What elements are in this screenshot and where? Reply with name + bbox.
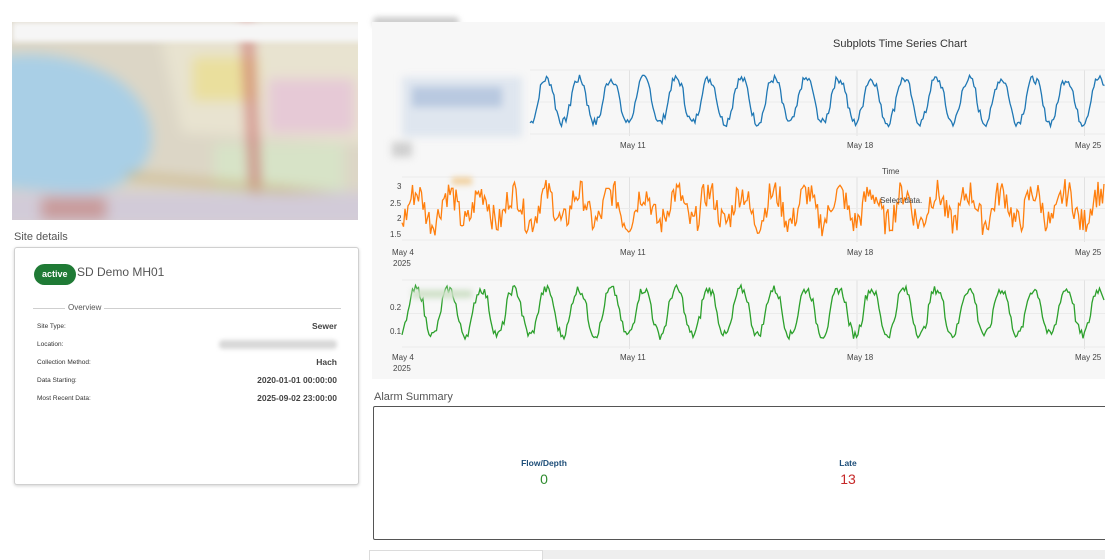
s1-xtick-may18: May 18 bbox=[847, 141, 874, 150]
most-recent-data-value: 2025-09-02 23:00:00 bbox=[257, 393, 337, 403]
overview-divider bbox=[33, 308, 341, 309]
map-blur-header bbox=[12, 22, 358, 42]
series-line-3[interactable] bbox=[401, 283, 1105, 341]
s2-xtick-year: 2025 bbox=[393, 259, 411, 268]
s1-xtick-may25: May 25 bbox=[1075, 141, 1102, 150]
s3-xtick-may11: May 11 bbox=[620, 353, 646, 362]
alarm-summary-title: Alarm Summary bbox=[374, 391, 453, 403]
collection-method-value: Hach bbox=[316, 357, 337, 367]
chart-blurred-labels bbox=[412, 177, 472, 298]
bottom-tab-active[interactable] bbox=[369, 550, 543, 560]
overview-label: Overview bbox=[65, 303, 105, 312]
alarm-flow-depth-count[interactable]: 0 bbox=[540, 471, 548, 487]
s3-xtick-may18: May 18 bbox=[847, 353, 874, 362]
chart-svg bbox=[392, 69, 1105, 349]
s2-xtick-may25: May 25 bbox=[1075, 248, 1102, 257]
alarm-late-count[interactable]: 13 bbox=[840, 471, 856, 487]
s2-ytick-2-5: 2.5 bbox=[390, 199, 402, 208]
location-value-redacted bbox=[219, 340, 337, 349]
series-line-1[interactable] bbox=[529, 73, 1105, 129]
site-type-label: Site Type: bbox=[37, 323, 66, 330]
map-image bbox=[12, 22, 358, 220]
s3-ytick-0-1: 0.1 bbox=[390, 327, 402, 336]
data-starting-label: Data Starting: bbox=[37, 377, 77, 384]
data-starting-value: 2020-01-01 00:00:00 bbox=[257, 375, 337, 385]
s3-xtick-year: 2025 bbox=[393, 364, 411, 373]
s3-xtick-may25: May 25 bbox=[1075, 353, 1102, 362]
alarm-flow-depth-label: Flow/Depth bbox=[521, 458, 567, 468]
s2-ytick-1-5: 1.5 bbox=[390, 230, 402, 239]
site-map[interactable] bbox=[12, 22, 358, 220]
s2-ytick-2: 2 bbox=[397, 214, 402, 223]
s2-xtick-may11: May 11 bbox=[620, 248, 646, 257]
site-details-title: Site details bbox=[14, 231, 68, 243]
s3-xtick-may4: May 4 bbox=[392, 353, 414, 362]
chart-series-lines bbox=[401, 73, 1105, 341]
s2-xtick-may18: May 18 bbox=[847, 248, 874, 257]
axis-title-time: Time bbox=[882, 167, 900, 176]
s1-xtick-may11: May 11 bbox=[620, 141, 646, 150]
s2-ytick-3: 3 bbox=[397, 182, 402, 191]
most-recent-data-label: Most Recent Data: bbox=[37, 395, 91, 402]
time-series-chart[interactable]: May 11 May 18 May 25 3 2.5 2 1.5 May 4 2… bbox=[372, 22, 1105, 379]
location-label: Location: bbox=[37, 341, 64, 348]
site-name: SD Demo MH01 bbox=[77, 265, 165, 279]
s2-xtick-may4: May 4 bbox=[392, 248, 414, 257]
alarm-late-label: Late bbox=[839, 458, 857, 468]
bottom-tab-strip bbox=[369, 550, 1105, 559]
status-badge: active bbox=[34, 264, 76, 285]
select-data-hint[interactable]: Select data. bbox=[880, 196, 923, 205]
site-type-value: Sewer bbox=[311, 321, 337, 331]
site-details-card: active SD Demo MH01 Overview Site Type: … bbox=[14, 247, 359, 485]
chart-blurred-legend bbox=[392, 77, 522, 157]
s3-ytick-0-2: 0.2 bbox=[390, 303, 402, 312]
collection-method-label: Collection Method: bbox=[37, 359, 91, 366]
chart-title: Subplots Time Series Chart bbox=[833, 38, 967, 50]
alarm-summary-box: Flow/Depth 0 Late 13 bbox=[373, 406, 1105, 540]
series-line-2[interactable] bbox=[401, 179, 1105, 237]
chart-gridlines bbox=[402, 69, 1105, 349]
